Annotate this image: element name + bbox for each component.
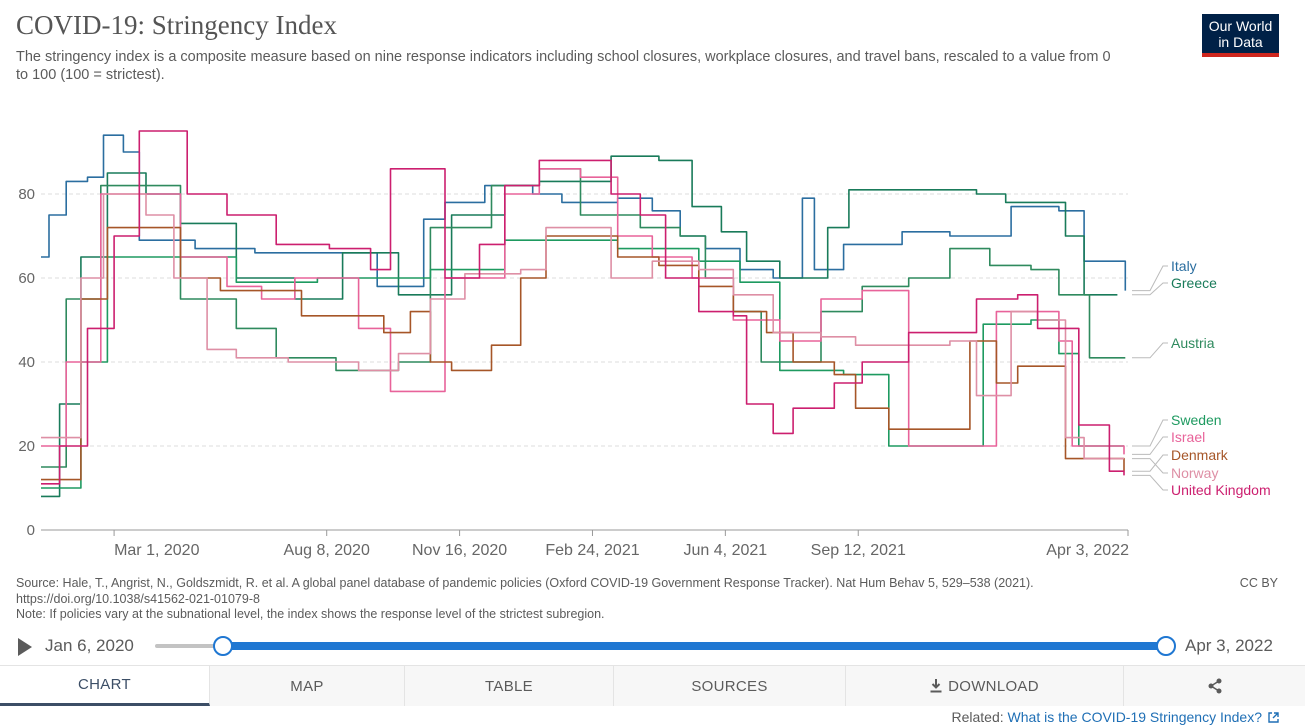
tab-table[interactable]: TABLE xyxy=(405,666,614,706)
subnational-note: Note: If policies vary at the subnationa… xyxy=(16,607,605,621)
logo-line-2: in Data xyxy=(1218,34,1263,50)
y-tick-label: 20 xyxy=(18,438,35,455)
logo-line-1: Our World xyxy=(1208,18,1273,34)
owid-logo[interactable]: Our World in Data xyxy=(1202,14,1279,57)
series-line-sweden xyxy=(41,239,1124,489)
sources-note: Source: Hale, T., Angrist, N., Goldszmid… xyxy=(16,576,1126,623)
series-line-austria xyxy=(41,168,1126,468)
timeline-selected-range[interactable] xyxy=(221,642,1165,650)
x-tick-label: Feb 24, 2021 xyxy=(545,542,639,559)
series-line-israel xyxy=(41,168,1125,455)
series-label-united-kingdom: United Kingdom xyxy=(1171,482,1271,498)
label-connector xyxy=(1132,419,1168,447)
play-icon[interactable] xyxy=(18,638,32,656)
source-citation: Source: Hale, T., Angrist, N., Goldszmid… xyxy=(16,576,1034,590)
x-tick-label: Nov 16, 2020 xyxy=(412,542,507,559)
series-label-israel: Israel xyxy=(1171,429,1205,445)
series-label-norway: Norway xyxy=(1171,465,1218,481)
x-tick-label: Jun 4, 2021 xyxy=(684,542,768,559)
timeline: Jan 6, 2020 Apr 3, 2022 xyxy=(0,630,1305,662)
y-tick-label: 60 xyxy=(18,270,35,287)
label-connector xyxy=(1132,474,1168,491)
series-label-sweden: Sweden xyxy=(1171,412,1222,428)
series-line-denmark xyxy=(41,226,1125,481)
chart-title: COVID-19: Stringency Index xyxy=(16,10,337,40)
y-tick-label: 80 xyxy=(18,186,35,203)
timeline-start-label: Jan 6, 2020 xyxy=(45,636,134,655)
tab-sources[interactable]: SOURCES xyxy=(614,666,846,706)
series-label-greece: Greece xyxy=(1171,275,1217,291)
series-label-italy: Italy xyxy=(1171,258,1197,274)
chart-subtitle: The stringency index is a composite meas… xyxy=(16,49,1111,83)
label-connector xyxy=(1132,436,1168,455)
y-tick-label: 0 xyxy=(27,522,35,539)
series-line-italy xyxy=(41,134,1127,291)
label-connector xyxy=(1132,282,1168,296)
source-doi-link[interactable]: https://doi.org/10.1038/s41562-021-01079… xyxy=(16,591,260,606)
series-line-united-kingdom xyxy=(41,130,1125,485)
x-tick-label: Aug 8, 2020 xyxy=(284,542,370,559)
tab-bar: CHART MAP TABLE SOURCES DOWNLOAD xyxy=(0,665,1305,706)
y-tick-label: 40 xyxy=(18,354,35,371)
x-tick-label: Mar 1, 2020 xyxy=(114,542,199,559)
share-icon xyxy=(1208,678,1221,694)
line-chart: 0 20 40 60 80 Mar 1, 2020 Aug 8, 2020 Nov 16, 2… xyxy=(18,130,1271,559)
external-link-icon[interactable] xyxy=(1268,712,1279,723)
x-tick-label: Apr 3, 2022 xyxy=(1046,542,1129,559)
related-link-row: Related: What is the COVID-19 Stringency… xyxy=(952,709,1280,725)
label-connector xyxy=(1132,458,1168,474)
label-connector xyxy=(1132,265,1168,292)
download-icon xyxy=(930,679,942,693)
timeline-end-handle[interactable] xyxy=(1156,636,1176,656)
timeline-end-label: Apr 3, 2022 xyxy=(1185,636,1273,655)
timeline-start-handle[interactable] xyxy=(212,636,233,656)
license-label[interactable]: CC BY xyxy=(1239,576,1278,590)
x-tick-label: Sep 12, 2021 xyxy=(811,542,906,559)
related-link[interactable]: What is the COVID-19 Stringency Index? xyxy=(1007,709,1262,725)
tab-map[interactable]: MAP xyxy=(210,666,405,706)
series-label-austria: Austria xyxy=(1171,335,1215,351)
label-connector xyxy=(1132,342,1168,359)
series-label-denmark: Denmark xyxy=(1171,447,1229,463)
label-connector xyxy=(1132,454,1168,472)
series-line-norway xyxy=(41,193,1124,460)
tab-chart[interactable]: CHART xyxy=(0,666,210,706)
tab-download[interactable]: DOWNLOAD xyxy=(846,666,1124,706)
related-prefix: Related: xyxy=(951,709,1004,725)
tab-share[interactable] xyxy=(1124,666,1305,706)
